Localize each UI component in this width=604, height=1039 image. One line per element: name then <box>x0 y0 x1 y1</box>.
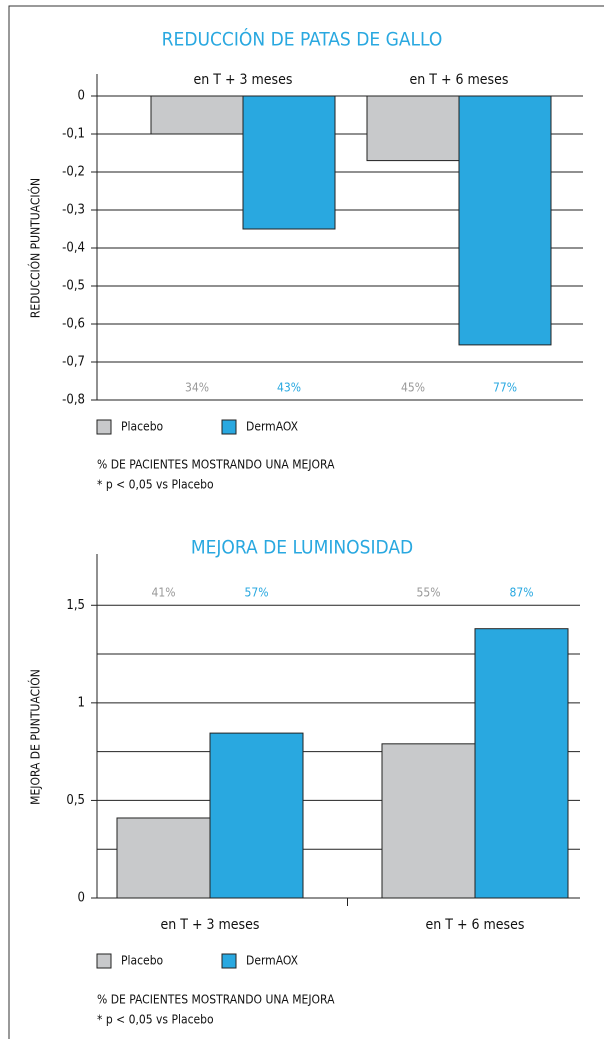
frame <box>8 5 604 1039</box>
bar <box>458 95 552 346</box>
chart-title: MEJORA DE LUMINOSIDAD <box>191 537 413 559</box>
x-tick-label: en T + 3 meses <box>161 917 260 933</box>
patient-pct: 55% <box>417 586 441 600</box>
patient-pct: 43% <box>277 381 301 395</box>
patient-pct: 34% <box>185 381 209 395</box>
bar <box>474 628 569 899</box>
bar <box>150 95 244 135</box>
patient-pct: 45% <box>401 381 425 395</box>
y-tick-label: -0,2 <box>62 165 85 180</box>
y-tick-label: -0,3 <box>62 203 85 218</box>
legend-label: Placebo <box>121 954 164 968</box>
x-tick-label: en T + 3 meses <box>194 72 293 88</box>
y-tick-label: -0,5 <box>62 279 85 294</box>
y-tick-label: -0,4 <box>62 241 85 256</box>
note: % DE PACIENTES MOSTRANDO UNA MEJORA <box>97 458 335 472</box>
bar <box>366 95 460 162</box>
patient-pct: 41% <box>152 586 176 600</box>
patient-pct: 57% <box>245 586 269 600</box>
legend-label: DermAOX <box>246 420 299 434</box>
y-tick-label: -0,1 <box>62 127 85 142</box>
x-tick-label: en T + 6 meses <box>426 917 525 933</box>
patient-pct: 77% <box>493 381 517 395</box>
y-tick-label: -0,8 <box>62 393 85 408</box>
note: * p < 0,05 vs Placebo <box>97 1013 214 1027</box>
legend-swatch <box>221 419 237 435</box>
chart-title: REDUCCIÓN DE PATAS DE GALLO <box>162 27 443 51</box>
y-tick-label: 1,5 <box>66 598 85 613</box>
note: * p < 0,05 vs Placebo <box>97 478 214 492</box>
y-tick-label: -0,7 <box>62 355 85 370</box>
legend-swatch <box>96 419 112 435</box>
note: % DE PACIENTES MOSTRANDO UNA MEJORA <box>97 993 335 1007</box>
legend-swatch <box>221 953 237 969</box>
y-axis-label: REDUCCIÓN PUNTUACIÓN <box>28 178 43 318</box>
legend-swatch <box>96 953 112 969</box>
y-tick-label: 0 <box>78 89 85 104</box>
legend-label: Placebo <box>121 420 164 434</box>
legend-label: DermAOX <box>246 954 299 968</box>
y-tick-label: -0,6 <box>62 317 85 332</box>
bar <box>209 732 304 899</box>
patient-pct: 87% <box>510 586 534 600</box>
x-tick-label: en T + 6 meses <box>410 72 509 88</box>
y-tick-label: 0,5 <box>66 793 85 808</box>
bar <box>381 743 476 899</box>
y-tick-label: 1 <box>78 695 85 710</box>
bar <box>242 95 336 230</box>
bar <box>116 817 211 899</box>
y-tick-label: 0 <box>78 891 85 906</box>
y-axis-label: MEJORA DE PUNTUACIÓN <box>28 669 43 805</box>
